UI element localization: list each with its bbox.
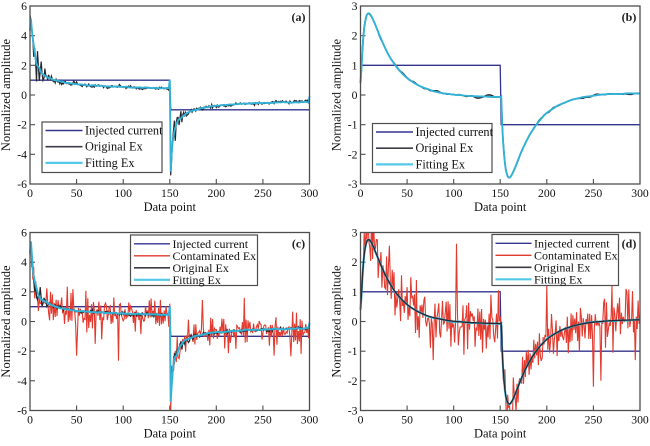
svg-text:300: 300 [301, 414, 319, 427]
svg-text:Fitting Ex: Fitting Ex [173, 273, 221, 287]
svg-text:Original Ex: Original Ex [534, 260, 590, 274]
svg-text:-1: -1 [348, 345, 358, 358]
svg-text:300: 300 [631, 187, 649, 200]
svg-text:150: 150 [161, 414, 179, 427]
svg-text:0: 0 [352, 316, 358, 329]
svg-text:Injected current: Injected current [534, 236, 610, 250]
svg-text:50: 50 [401, 414, 413, 427]
svg-text:6: 6 [21, 0, 27, 13]
svg-text:Normalized amplitude: Normalized amplitude [330, 265, 344, 378]
svg-text:0: 0 [358, 187, 364, 200]
svg-text:150: 150 [491, 414, 509, 427]
svg-text:-4: -4 [17, 375, 27, 388]
svg-text:Injected current: Injected current [416, 125, 494, 139]
svg-text:Data point: Data point [474, 200, 527, 214]
svg-text:-2: -2 [17, 345, 27, 358]
svg-text:Contaminated Ex: Contaminated Ex [534, 248, 618, 262]
svg-text:Original Ex: Original Ex [85, 140, 143, 154]
svg-text:Fitting Ex: Fitting Ex [416, 157, 466, 171]
svg-text:-2: -2 [17, 119, 27, 132]
svg-text:-1: -1 [348, 119, 358, 132]
svg-text:50: 50 [71, 414, 83, 427]
svg-text:Fitting Ex: Fitting Ex [534, 272, 582, 286]
svg-text:Fitting Ex: Fitting Ex [85, 156, 135, 170]
svg-text:2: 2 [21, 286, 27, 299]
svg-text:Original Ex: Original Ex [173, 261, 229, 275]
svg-text:Data point: Data point [474, 427, 527, 441]
svg-text:0: 0 [352, 89, 358, 102]
svg-text:Normalized amplitude: Normalized amplitude [0, 38, 13, 151]
svg-text:100: 100 [114, 414, 132, 427]
svg-text:-3: -3 [348, 178, 358, 191]
svg-text:250: 250 [585, 187, 603, 200]
svg-text:4: 4 [21, 256, 27, 269]
svg-text:6: 6 [21, 227, 27, 240]
svg-text:2: 2 [352, 30, 358, 43]
svg-text:3: 3 [352, 0, 358, 13]
svg-text:50: 50 [71, 187, 83, 200]
svg-text:300: 300 [301, 187, 319, 200]
svg-text:50: 50 [401, 187, 413, 200]
svg-text:2: 2 [352, 256, 358, 269]
svg-text:0: 0 [27, 414, 33, 427]
svg-text:Data point: Data point [144, 427, 197, 441]
svg-text:1: 1 [352, 286, 358, 299]
svg-text:150: 150 [491, 187, 509, 200]
svg-text:(b): (b) [622, 10, 637, 24]
svg-text:250: 250 [254, 187, 272, 200]
svg-text:4: 4 [21, 30, 27, 43]
svg-text:-3: -3 [348, 405, 358, 418]
svg-text:Normalized amplitude: Normalized amplitude [330, 38, 344, 151]
svg-text:Injected current: Injected current [173, 237, 249, 251]
svg-text:0: 0 [21, 316, 27, 329]
svg-text:1: 1 [352, 59, 358, 72]
svg-text:250: 250 [585, 414, 603, 427]
svg-text:0: 0 [27, 187, 33, 200]
svg-text:Injected current: Injected current [85, 124, 163, 138]
svg-text:2: 2 [21, 59, 27, 72]
svg-text:100: 100 [445, 414, 463, 427]
svg-text:-2: -2 [348, 375, 358, 388]
svg-text:200: 200 [538, 187, 556, 200]
svg-text:-6: -6 [17, 405, 27, 418]
svg-text:Data point: Data point [144, 200, 197, 214]
svg-text:200: 200 [538, 414, 556, 427]
svg-text:200: 200 [208, 414, 226, 427]
svg-text:3: 3 [352, 227, 358, 240]
svg-text:Contaminated Ex: Contaminated Ex [173, 249, 257, 263]
svg-text:(a): (a) [292, 10, 306, 24]
svg-text:(c): (c) [292, 237, 305, 251]
svg-text:100: 100 [114, 187, 132, 200]
svg-text:(d): (d) [622, 237, 637, 251]
svg-text:300: 300 [631, 414, 649, 427]
svg-text:-2: -2 [348, 148, 358, 161]
svg-text:100: 100 [445, 187, 463, 200]
svg-text:-4: -4 [17, 148, 27, 161]
svg-text:Normalized amplitude: Normalized amplitude [0, 265, 13, 378]
svg-text:250: 250 [254, 414, 272, 427]
svg-text:-6: -6 [17, 178, 27, 191]
svg-text:200: 200 [208, 187, 226, 200]
svg-text:0: 0 [358, 414, 364, 427]
svg-text:150: 150 [161, 187, 179, 200]
svg-text:0: 0 [21, 89, 27, 102]
svg-text:Original Ex: Original Ex [416, 141, 474, 155]
